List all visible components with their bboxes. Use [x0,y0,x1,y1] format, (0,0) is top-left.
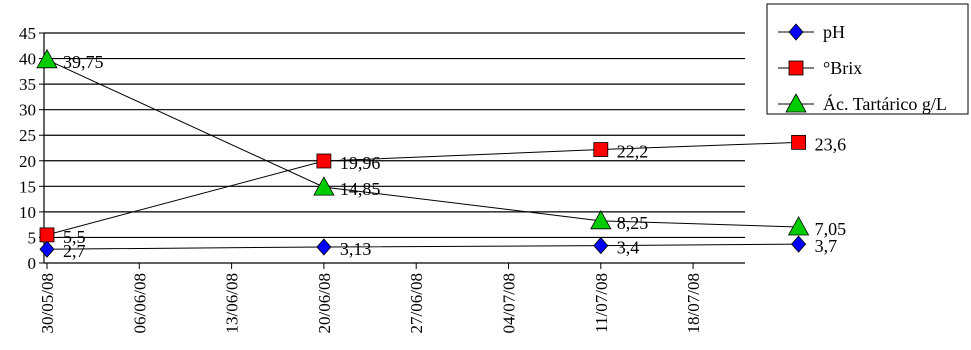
legend-label: °Brix [823,58,862,78]
data-point-square [39,227,55,243]
data-point-square [791,134,806,150]
legend-marker-triangle [785,93,807,113]
series-line [46,141,799,236]
data-label: 3,4 [617,238,640,258]
series-lines [36,49,810,258]
series-line [46,243,799,250]
y-tick-label: 5 [28,228,37,247]
y-tick-label: 10 [19,203,36,222]
legend: pH °Brix Ác. Tartárico g/L [766,3,969,115]
x-tick-label: 11/07/08 [592,273,611,333]
legend-marker-diamond [788,23,804,41]
data-label: 14,85 [340,179,381,199]
y-tick-label: 35 [19,75,36,94]
data-label: 3,7 [815,236,838,256]
data-label: 23,6 [815,134,847,154]
data-labels: 2,7 3,13 3,4 3,7 5,5 19,96 22,2 23,6 39,75 14,85 8… [63,52,846,261]
data-point-square [593,142,609,157]
y-tick-label: 30 [19,101,36,120]
x-tick-label: 20/06/08 [315,273,334,333]
data-label: 2,7 [63,241,86,261]
data-point-triangle [36,49,58,69]
data-label: 39,75 [63,52,104,72]
data-point-square [316,153,332,169]
y-tick-label: 20 [19,152,36,171]
data-point-diamond [39,240,55,258]
x-tick-label: 30/05/08 [38,273,57,333]
axes [39,32,745,269]
x-tick-label: 13/06/08 [223,273,242,333]
data-point-triangle [590,210,612,230]
data-point-diamond [316,238,332,256]
data-point-diamond [593,237,609,255]
legend-marker-square [788,60,804,76]
x-tick-label: 18/07/08 [684,273,703,333]
data-label: 22,2 [617,142,649,162]
y-tick-label: 15 [19,177,36,196]
legend-box [766,3,969,115]
data-label: 7,05 [815,219,847,239]
data-point-triangle [313,176,335,196]
data-point-triangle [787,216,810,236]
data-label: 19,96 [340,153,381,173]
data-label: 3,13 [340,239,372,259]
y-tick-labels: 0 5 10 15 20 25 30 35 40 45 [19,24,36,273]
legend-label: Ác. Tartárico g/L [823,93,947,114]
y-tick-label: 25 [19,126,36,145]
x-tick-labels: 30/05/08 06/06/08 13/06/08 20/06/08 27/06/08… [38,273,703,333]
y-tick-label: 45 [19,24,36,43]
data-label: 5,5 [63,227,86,247]
gridlines [44,32,745,239]
data-label: 8,25 [617,213,649,233]
x-tick-label: 04/07/08 [500,273,519,333]
legend-label: pH [823,22,845,42]
y-tick-label: 0 [28,254,37,273]
data-point-diamond [791,235,807,253]
y-tick-label: 40 [19,50,36,69]
x-tick-label: 06/06/08 [130,273,149,333]
x-tick-label: 27/06/08 [407,273,426,333]
series-line [46,59,799,228]
